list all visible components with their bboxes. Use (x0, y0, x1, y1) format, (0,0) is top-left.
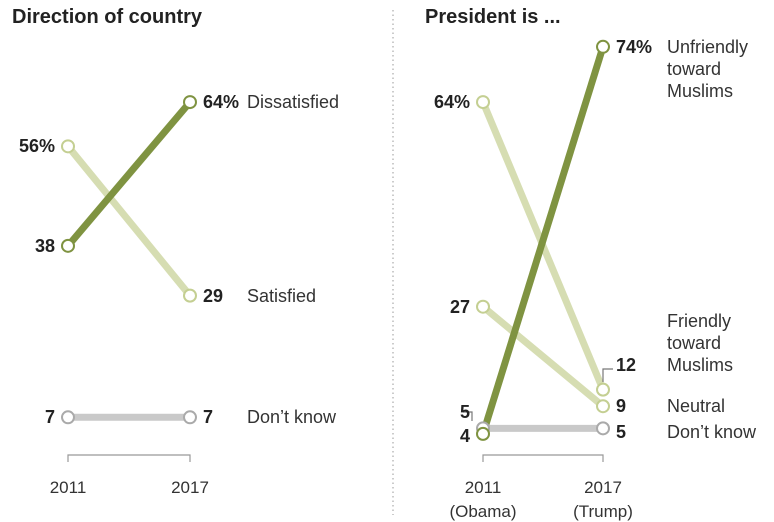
value-label: 4 (459, 425, 470, 446)
value-label: 27 (449, 296, 470, 317)
value-label: 9 (616, 396, 627, 417)
point (61, 410, 75, 425)
legend-label: Neutral (667, 396, 726, 417)
legend-label: Don’t know (247, 407, 337, 428)
point (476, 95, 490, 110)
legend-label: Don’t know (667, 422, 757, 443)
slope-line (65, 144, 193, 298)
value-label: 74% (616, 36, 653, 57)
value-label: 12 (616, 354, 637, 375)
value-label: 7 (44, 407, 55, 428)
point (596, 421, 610, 436)
value-label: 5 (616, 422, 627, 443)
legend-label: Satisfied (247, 285, 317, 306)
axis-bracket (482, 454, 604, 462)
slope-line (479, 45, 607, 435)
legend-label: Friendly toward Muslims (667, 310, 733, 375)
value-label: 7 (203, 407, 214, 428)
legend-label: Dissatisfied (247, 92, 340, 113)
point (183, 95, 197, 110)
slope-line (65, 99, 193, 249)
value-label: 38 (34, 235, 55, 256)
chart-title: President is ... (425, 6, 561, 28)
slope-line (480, 303, 606, 409)
legend-label: Unfriendly toward Muslims (667, 36, 749, 101)
point (596, 399, 610, 414)
value-label: 5 (459, 402, 470, 423)
x-tick-label: 2017 (Trump) (573, 478, 633, 521)
chart-title: Direction of country (12, 6, 203, 28)
x-tick-label: 2017 (171, 478, 209, 497)
leader (602, 368, 613, 382)
point (183, 410, 197, 425)
value-label: 64% (203, 92, 240, 113)
x-tick-label: 2011 (Obama) (449, 478, 517, 521)
point (596, 39, 610, 54)
point (183, 288, 197, 303)
value-label: 56% (18, 136, 55, 157)
value-label: 29 (203, 285, 224, 306)
point (61, 238, 75, 253)
point (476, 299, 490, 314)
leader (463, 411, 473, 421)
point (61, 139, 75, 154)
value-label: 64% (433, 92, 470, 113)
point (596, 382, 610, 397)
x-tick-label: 2011 (49, 478, 87, 497)
axis-bracket (67, 454, 191, 462)
point (476, 426, 490, 441)
